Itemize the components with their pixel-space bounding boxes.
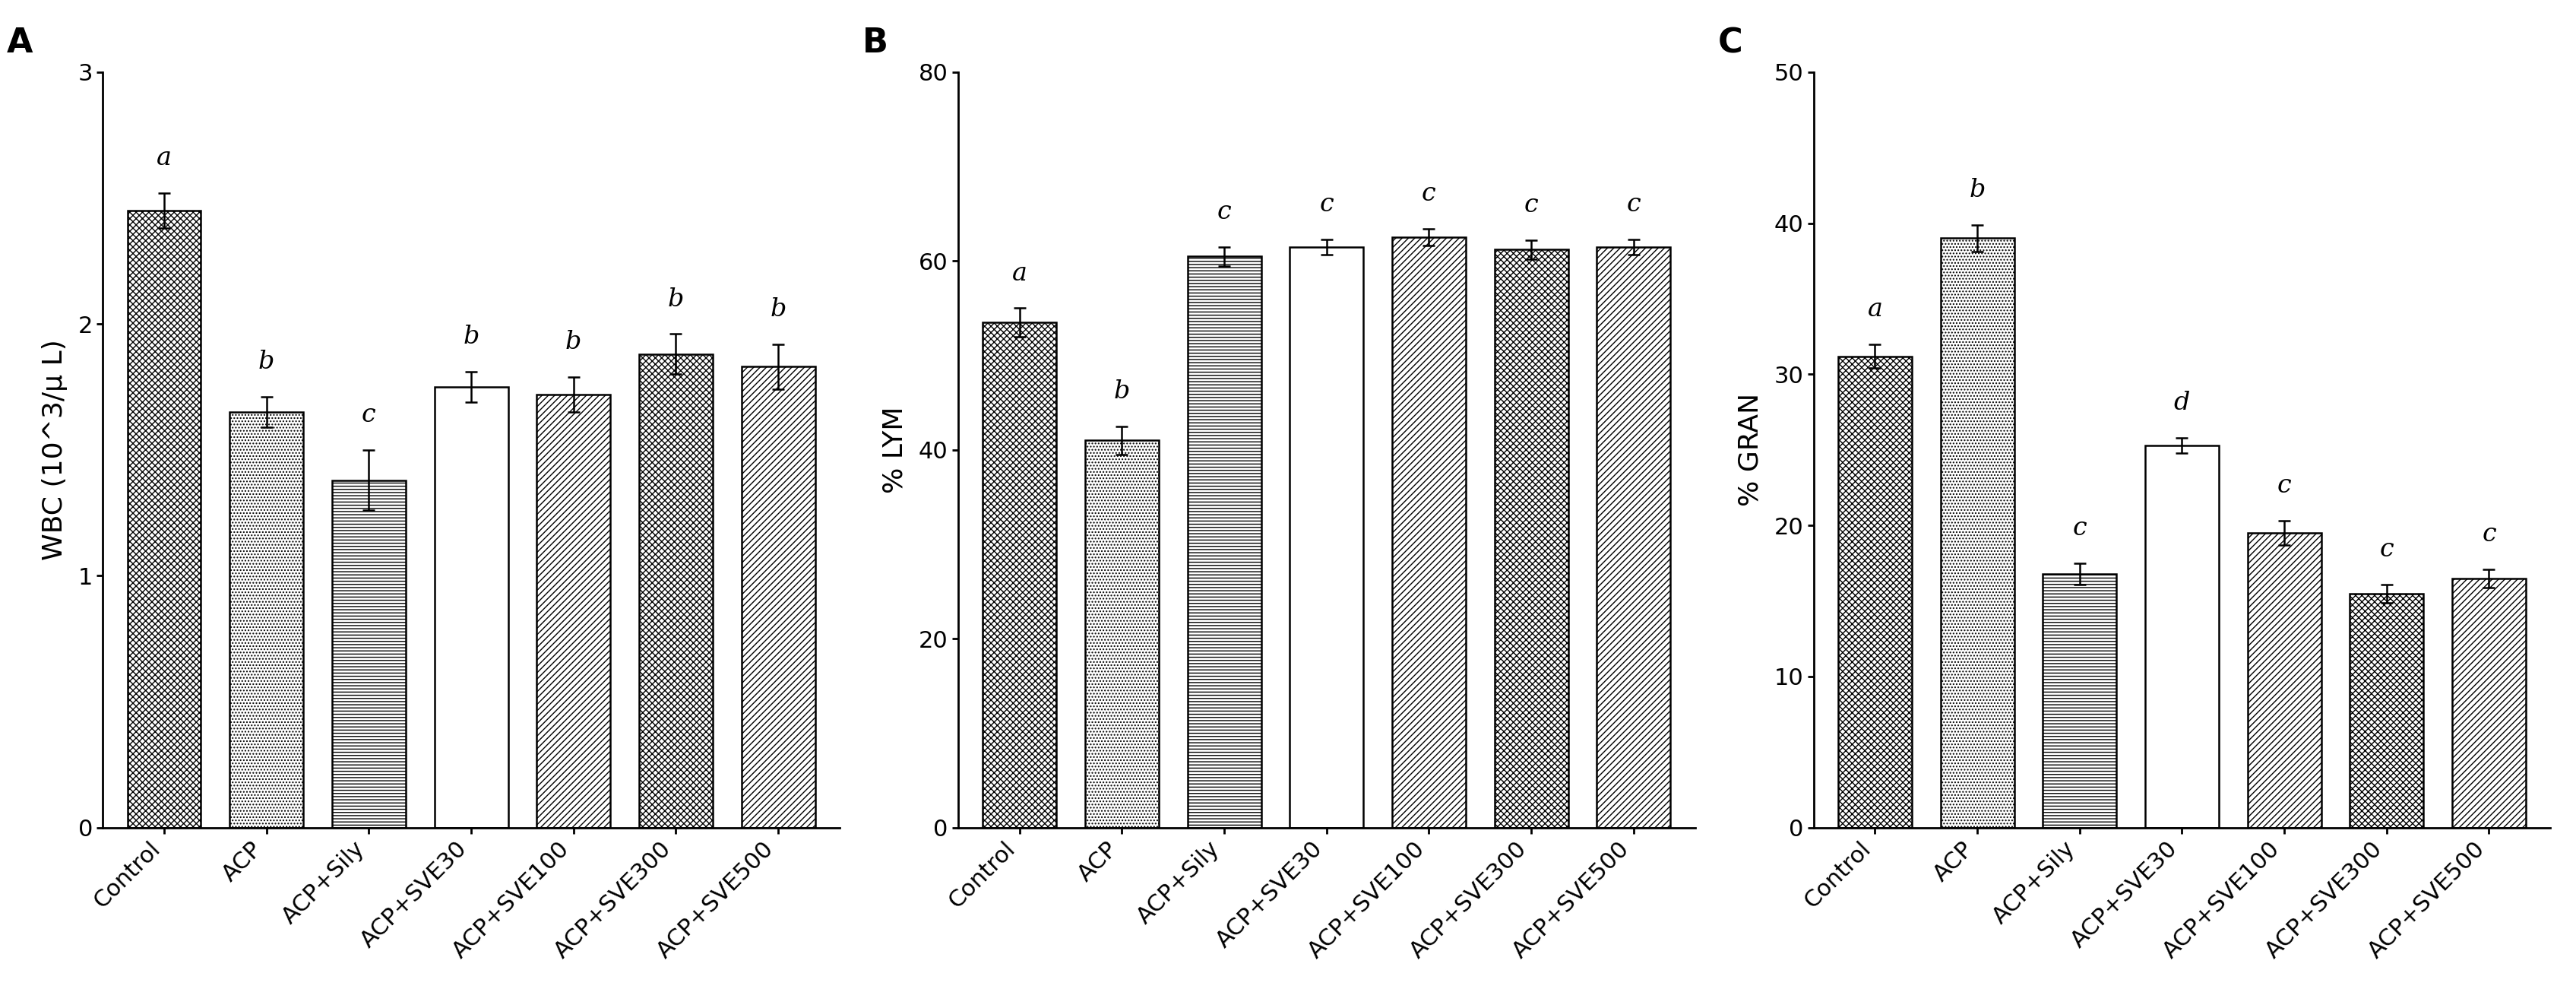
Bar (1837, 356, 1911, 828)
Text: c: c (361, 403, 376, 427)
Bar (981, 322, 1056, 828)
Text: c: c (1319, 192, 1334, 217)
Text: b: b (1968, 178, 1986, 202)
Bar (1940, 238, 2014, 828)
Y-axis label: % GRAN: % GRAN (1736, 394, 1762, 506)
Bar (2349, 593, 2424, 828)
Bar (2452, 579, 2524, 828)
Text: c: c (1216, 200, 1231, 225)
Bar (742, 367, 814, 828)
Text: c: c (2481, 522, 2496, 547)
Text: a: a (1012, 261, 1028, 286)
Bar (1391, 237, 1466, 828)
Text: b: b (258, 350, 276, 374)
Bar (2043, 574, 2115, 828)
Text: c: c (2378, 537, 2393, 562)
Y-axis label: % LYM: % LYM (881, 406, 907, 494)
Bar (536, 395, 611, 828)
Text: d: d (2174, 391, 2190, 415)
Text: b: b (770, 297, 786, 321)
Text: a: a (1868, 297, 1883, 321)
Text: c: c (1522, 193, 1538, 218)
Bar (1188, 256, 1260, 828)
Bar (1291, 247, 1363, 828)
Text: B: B (863, 27, 889, 59)
Y-axis label: WBC (10^3/μ L): WBC (10^3/μ L) (41, 339, 67, 561)
Text: c: c (1422, 182, 1435, 206)
Text: c: c (2277, 474, 2290, 498)
Text: b: b (667, 287, 683, 312)
Text: b: b (564, 329, 582, 354)
Bar (1597, 247, 1669, 828)
Text: c: c (1625, 192, 1641, 217)
Bar (2143, 445, 2218, 828)
Bar (435, 387, 507, 828)
Bar (1494, 249, 1569, 828)
Text: b: b (1113, 379, 1131, 404)
Bar (639, 354, 714, 828)
Text: c: c (2071, 516, 2087, 541)
Text: A: A (8, 27, 33, 59)
Bar (1084, 440, 1159, 828)
Bar (229, 412, 304, 828)
Text: a: a (157, 146, 173, 170)
Bar (332, 480, 404, 828)
Text: C: C (1718, 27, 1741, 59)
Text: b: b (464, 324, 479, 349)
Bar (126, 211, 201, 828)
Bar (2246, 533, 2321, 828)
